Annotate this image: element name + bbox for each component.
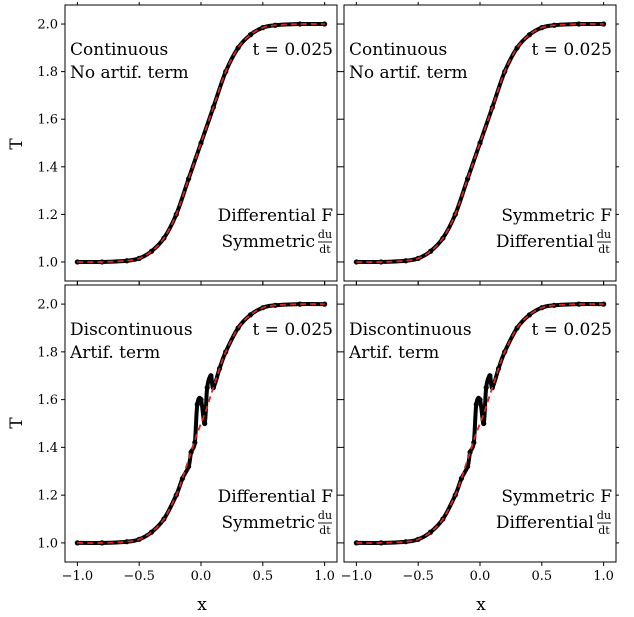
numerical-point	[576, 301, 582, 307]
fraction-denominator: dt	[319, 243, 331, 256]
panel-bottom-left: −1.0 −0.5 0.0 0.5 1.0 1.0 1.2 1.4 1.6 1.8 2.0 Disco…	[37, 282, 340, 584]
panel-top-right: Continuous No artif. term t = 0.025 Symmetr…	[340, 2, 619, 285]
y-tick-label: 1.6	[37, 393, 58, 408]
numerical-point	[481, 420, 487, 427]
panel-top-left: 1.0 1.2 1.4 1.6 1.8 2.0 Continuous No artif. te…	[37, 2, 340, 285]
annotation-flux-scheme: Symmetric F	[501, 487, 612, 507]
fraction-denominator: dt	[598, 524, 610, 537]
annotation-top-left: Artif. term	[69, 343, 160, 363]
numerical-point	[124, 258, 130, 264]
analytic-series-line	[77, 23, 325, 263]
y-tick-label: 1.0	[37, 536, 58, 551]
numerical-point	[194, 401, 200, 407]
x-tick-label: 1.0	[314, 569, 335, 584]
y-tick-label: 2.0	[37, 18, 58, 33]
annotation-top-left: No artif. term	[70, 63, 189, 83]
numerical-point	[297, 21, 303, 27]
x-axis-label-left: x	[197, 595, 207, 615]
x-tick-label: 0.0	[470, 569, 491, 584]
fraction-numerator: du	[318, 509, 332, 522]
annotation-top-left: Continuous	[349, 40, 447, 60]
numerical-point	[473, 401, 479, 407]
numerical-point	[204, 385, 210, 391]
panel-bottom-right: −1.0 −0.5 0.0 0.5 1.0 Discontinuous Artif. ter…	[340, 282, 619, 584]
y-tick-label: 1.4	[37, 441, 58, 456]
annotation-time: t = 0.025	[531, 320, 612, 340]
x-axis-label-right: x	[476, 595, 486, 615]
annotation-flux-scheme: Symmetric F	[501, 206, 612, 226]
fraction-denominator: dt	[319, 524, 331, 537]
annotation-time-scheme: Differential	[496, 513, 594, 533]
x-tick-label: 0.0	[191, 569, 212, 584]
numerical-point	[477, 397, 483, 403]
y-axis-label-bottom: T	[7, 417, 27, 429]
y-tick-label: 2.0	[37, 298, 58, 313]
annotation-flux-scheme: Differential F	[218, 206, 334, 226]
annotation-time: t = 0.025	[531, 40, 612, 60]
fraction-denominator: dt	[598, 243, 610, 256]
x-tick-label: −0.5	[123, 569, 155, 584]
y-tick-label: 1.0	[37, 255, 58, 270]
annotation-time-scheme: Differential	[496, 232, 594, 252]
y-axis-label-top: T	[7, 138, 27, 150]
numerical-point	[576, 21, 582, 27]
fraction-numerator: du	[318, 228, 332, 241]
annotation-time: t = 0.025	[252, 320, 333, 340]
numerical-point	[487, 373, 493, 379]
numerical-point	[297, 301, 303, 307]
annotation-time-scheme: Symmetric	[222, 232, 315, 252]
x-tick-label: −1.0	[62, 569, 94, 584]
x-tick-label: 0.5	[252, 569, 273, 584]
numerical-point	[526, 312, 533, 318]
y-tick-label: 1.8	[37, 65, 58, 80]
y-tick-label: 1.8	[37, 345, 58, 360]
annotation-time-scheme: Symmetric	[222, 513, 315, 533]
analytic-series-line	[356, 23, 604, 263]
x-tick-label: −0.5	[402, 569, 434, 584]
y-tick-label: 1.6	[37, 113, 58, 128]
numerical-point	[483, 385, 489, 391]
numerical-point	[247, 312, 254, 318]
y-tick-label: 1.4	[37, 160, 58, 175]
annotation-time: t = 0.025	[252, 40, 333, 60]
x-tick-label: 1.0	[593, 569, 614, 584]
annotation-top-left: Artif. term	[348, 343, 439, 363]
annotation-top-left: Continuous	[70, 40, 168, 60]
annotation-top-left: Discontinuous	[70, 320, 193, 340]
x-tick-label: 0.5	[531, 569, 552, 584]
numerical-point	[403, 539, 409, 545]
numerical-point	[198, 397, 204, 403]
fraction-numerator: du	[597, 228, 611, 241]
annotation-flux-scheme: Differential F	[218, 487, 334, 507]
y-tick-label: 1.2	[37, 489, 58, 504]
numerical-point	[124, 539, 130, 545]
numerical-point	[202, 420, 208, 427]
numerical-point	[403, 258, 409, 264]
annotation-top-left: No artif. term	[349, 63, 468, 83]
annotation-top-left: Discontinuous	[349, 320, 472, 340]
x-tick-label: −1.0	[341, 569, 373, 584]
y-tick-label: 1.2	[37, 208, 58, 223]
numerical-point	[208, 373, 214, 379]
fraction-numerator: du	[597, 509, 611, 522]
